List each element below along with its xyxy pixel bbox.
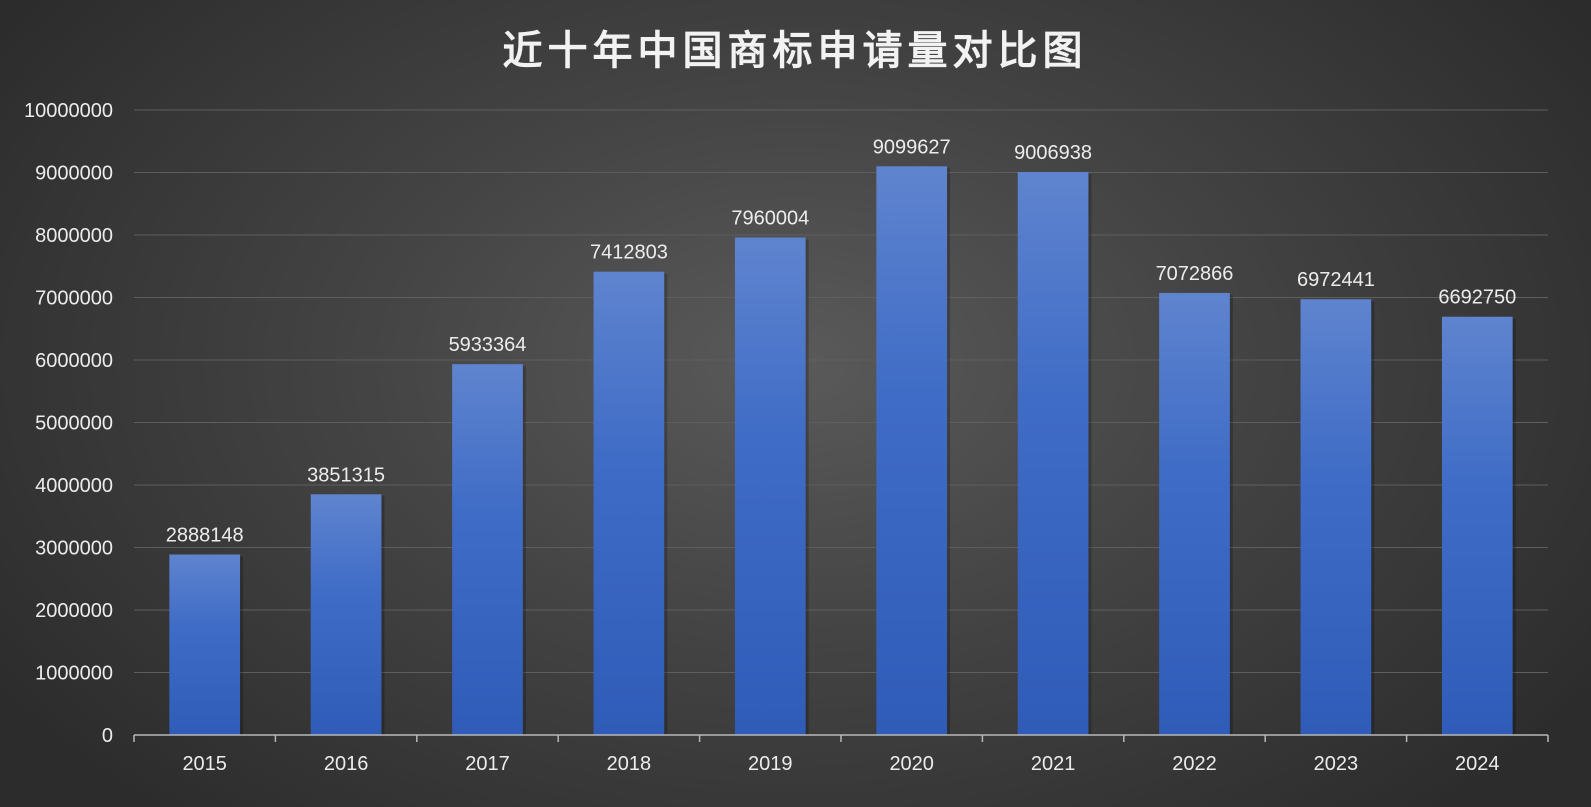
bar — [1300, 299, 1372, 735]
x-tick-label: 2021 — [1031, 753, 1076, 775]
bar — [452, 364, 523, 735]
bar — [169, 554, 241, 735]
x-tick-label: 2020 — [889, 753, 934, 775]
x-tick-label: 2018 — [607, 753, 652, 775]
bar — [1017, 172, 1089, 735]
x-tick-label: 2019 — [748, 753, 793, 775]
data-label: 7960004 — [731, 207, 809, 229]
data-label: 9006938 — [1014, 142, 1092, 164]
data-label: 7412803 — [590, 242, 668, 264]
bar — [876, 166, 948, 735]
y-tick-label: 6000000 — [35, 350, 113, 372]
bar — [1441, 316, 1513, 735]
y-tick-label: 5000000 — [35, 413, 113, 435]
data-label: 9099627 — [873, 136, 951, 158]
bar — [310, 494, 382, 735]
y-tick-label: 3000000 — [35, 538, 113, 560]
bars — [169, 166, 1516, 735]
y-axis: 0 1000000 2000000 3000000 4000000 5000000 6000… — [24, 100, 113, 747]
x-tick-label: 2015 — [182, 753, 227, 775]
x-tick-label: 2024 — [1455, 753, 1500, 775]
data-labels: 2888148 3851315 5933364 7412803 7960004 90996… — [166, 136, 1516, 546]
bar — [1159, 292, 1230, 735]
y-tick-label: 2000000 — [35, 600, 113, 622]
y-tick-label: 9000000 — [35, 163, 113, 185]
x-tick-label: 2023 — [1314, 753, 1359, 775]
data-label: 6972441 — [1297, 269, 1375, 291]
bar — [734, 237, 806, 735]
data-label: 5933364 — [449, 334, 527, 356]
y-tick-label: 7000000 — [35, 288, 113, 310]
y-tick-label: 0 — [102, 725, 113, 747]
y-tick-label: 1000000 — [35, 663, 113, 685]
chart-title: 近十年中国商标申请量对比图 — [503, 28, 1088, 74]
x-axis: 2015 2016 2017 2018 2019 2020 2021 2022 2023 2024 — [133, 734, 1549, 775]
data-label: 7072866 — [1156, 263, 1234, 285]
x-tick-label: 2016 — [324, 753, 369, 775]
y-tick-label: 4000000 — [35, 475, 113, 497]
y-tick-label: 8000000 — [35, 225, 113, 247]
data-label: 3851315 — [307, 464, 385, 486]
bar — [593, 271, 665, 735]
data-label: 2888148 — [166, 524, 244, 546]
data-label: 6692750 — [1438, 287, 1516, 309]
y-tick-label: 10000000 — [24, 100, 113, 122]
x-tick-label: 2022 — [1172, 753, 1217, 775]
x-tick-label: 2017 — [465, 753, 510, 775]
